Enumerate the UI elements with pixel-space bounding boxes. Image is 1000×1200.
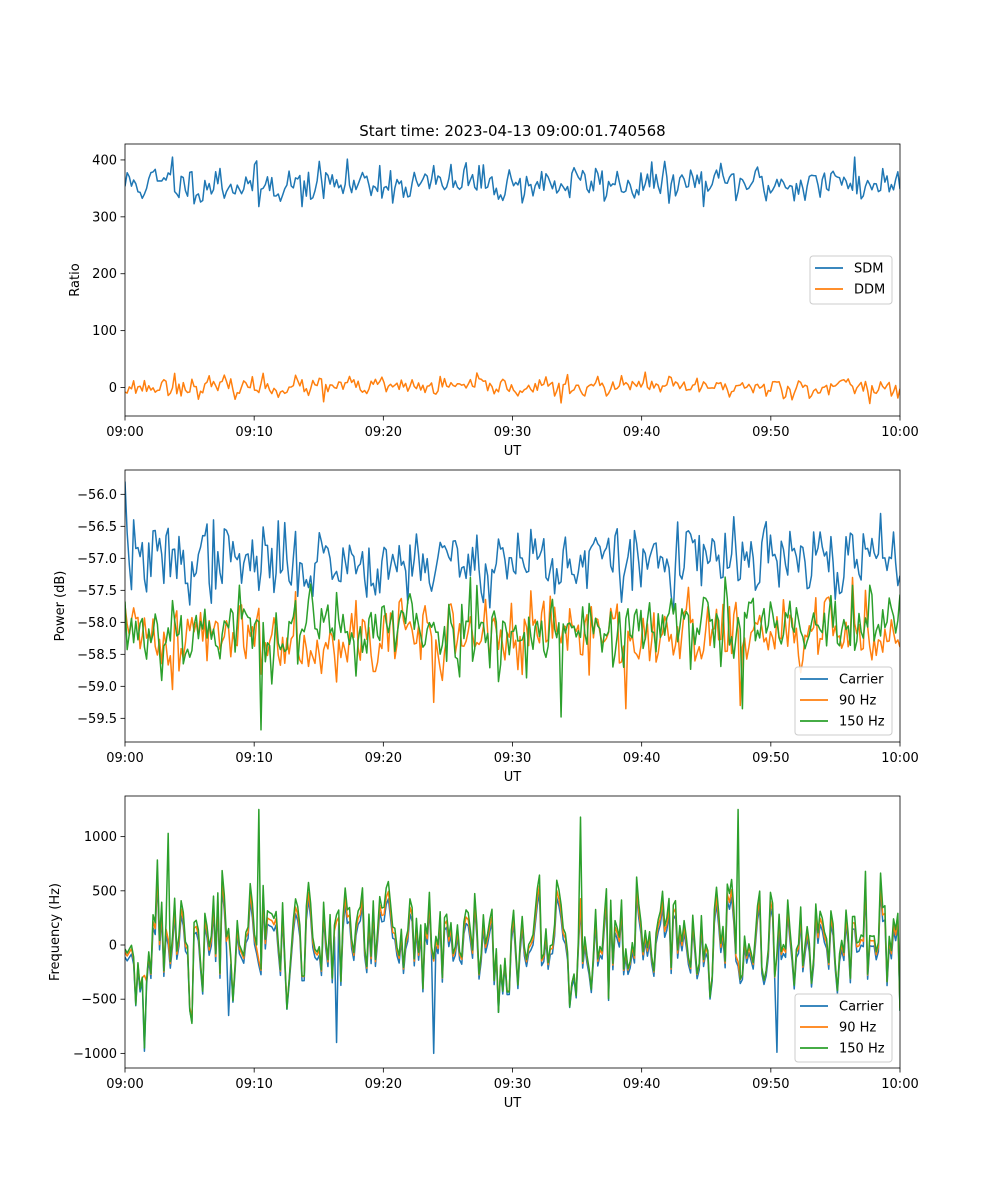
y-tick-label: −500 [81,993,117,1008]
y-tick-label: 300 [92,210,117,225]
y-axis-label: Power (dB) [53,571,68,642]
x-tick-label: 09:40 [623,1077,660,1092]
y-tick-label: 400 [92,153,117,168]
y-tick-label: −58.5 [77,648,117,663]
series-group [125,156,900,405]
x-tick-label: 09:40 [623,751,660,766]
series-group [125,808,900,1055]
x-tick-label: 09:30 [494,425,531,440]
x-tick-label: 09:30 [494,1077,531,1092]
x-tick-label: 09:20 [365,751,402,766]
x-tick-label: 09:10 [235,425,272,440]
legend-entry: 150 Hz [839,715,885,730]
y-axis-label: Frequency (Hz) [48,883,63,981]
x-axis-label: UT [504,444,522,459]
legend: Carrier 90 Hz 150 Hz [794,666,893,736]
y-tick-label: −57.0 [77,552,117,567]
chart-panel-2: 09:00 09:10 09:20 09:30 09:40 09:50 10:00 −56.0… [53,469,919,785]
series-line-carrier [125,879,900,1055]
y-tick-label: 500 [92,884,117,899]
x-tick-label: 09:50 [752,425,789,440]
x-axis-label: UT [504,770,522,785]
y-tick-label: −59.5 [77,712,117,727]
x-tick-label: 09:50 [752,1077,789,1092]
legend-entry: Carrier [839,673,884,688]
y-tick-label: −56.5 [77,520,117,535]
x-tick-label: 09:40 [623,425,660,440]
legend-entry: Carrier [839,1000,884,1015]
x-tick-label: 09:50 [752,751,789,766]
legend-box [794,666,893,736]
y-tick-label: 200 [92,267,117,282]
x-tick-label: 09:10 [235,1077,272,1092]
y-tick-label: 0 [109,939,117,954]
series-line-90-hz [125,576,900,710]
x-tick-label: 10:00 [881,1077,918,1092]
legend-box [794,993,893,1063]
x-tick-label: 09:20 [365,1077,402,1092]
series-line-sdm [125,156,900,208]
x-tick-label: 09:00 [106,1077,143,1092]
y-tick-label: 100 [92,324,117,339]
y-tick-label: −1000 [73,1047,117,1062]
x-axis-label: UT [504,1096,522,1111]
y-tick-label: −59.0 [77,680,117,695]
x-tick-label: 09:00 [106,425,143,440]
x-tick-label: 10:00 [881,751,918,766]
x-tick-label: 09:00 [106,751,143,766]
y-tick-label: −56.0 [77,488,117,503]
x-tick-label: 09:20 [365,425,402,440]
y-tick-label: −58.0 [77,616,117,631]
y-axis-label: Ratio [68,263,83,296]
series-line-150-hz [125,576,900,731]
series-line-ddm [125,371,900,405]
x-tick-label: 10:00 [881,425,918,440]
legend-entry: DDM [854,283,885,298]
y-tick-label: 1000 [84,830,117,845]
series-group [125,481,900,731]
chart-panel-1: 09:00 09:10 09:20 09:30 09:40 09:50 10:00 0 100 2… [68,143,919,459]
legend-entry: 150 Hz [839,1042,885,1057]
legend-entry: 90 Hz [839,1021,876,1036]
chart-panel-3: 09:00 09:10 09:20 09:30 09:40 09:50 10:00 −1000… [48,795,919,1111]
legend: SDM DDM [809,255,893,305]
series-line-carrier [125,481,900,614]
y-tick-label: −57.5 [77,584,117,599]
series-line-150-hz [125,808,900,1049]
y-tick-label: 0 [109,381,117,396]
figure-title: Start time: 2023-04-13 09:00:01.740568 [359,122,665,140]
legend-entry: SDM [854,262,883,277]
legend: Carrier 90 Hz 150 Hz [794,993,893,1063]
x-tick-label: 09:10 [235,751,272,766]
x-tick-label: 09:30 [494,751,531,766]
legend-entry: 90 Hz [839,694,876,709]
